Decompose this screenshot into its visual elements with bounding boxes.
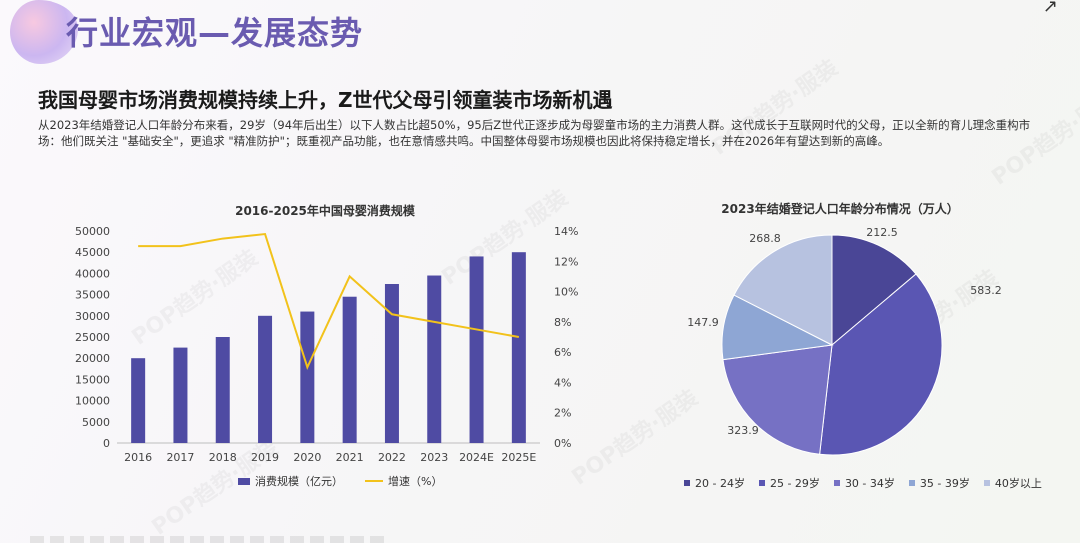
page-title: 行业宏观—发展态势 [66,14,364,52]
y-tick-label: 30000 [75,310,110,323]
y2-tick-label: 6% [554,346,571,359]
x-tick-label: 2025E [501,451,536,464]
footer-source-text [30,536,390,543]
y2-tick-label: 4% [554,376,571,389]
pie-legend-swatch [908,480,915,486]
pie-legend-label: 35 - 39岁 [919,477,970,490]
pie-legend-label: 40岁以上 [994,477,1042,490]
y2-tick-label: 0% [554,437,571,450]
bar [173,347,188,443]
y2-tick-label: 14% [554,225,578,238]
growth-rate-line [138,232,520,371]
pie-slice [733,234,833,346]
pie-legend-label: 25 - 29岁 [769,477,820,490]
pie-legend-item: 40岁以上 [983,475,1042,491]
pie-legend-label: 30 - 34岁 [844,477,895,490]
bar [342,296,357,443]
pie-value-label: 212.5 [866,226,898,239]
legend-label-bar: 消费规模（亿元） [255,475,343,488]
pie-chart-legend: 20 - 24岁 25 - 29岁 30 - 34岁 35 - 39岁 40岁以上 [684,475,1042,491]
pie-legend-item: 20 - 24岁 [684,475,745,491]
y-tick-label: 40000 [75,267,110,280]
legend-label-line: 增速（%） [388,475,443,488]
y2-tick-label: 2% [554,407,571,420]
pie-value-label: 147.9 [687,316,719,329]
x-tick-label: 2017 [166,451,194,464]
headline: 我国母婴市场消费规模持续上升，Z世代父母引领童装市场新机遇 [38,88,613,112]
pie-slice [722,344,833,455]
bar [384,284,399,443]
pie-legend-item: 25 - 29岁 [758,475,820,491]
y-tick-label: 20000 [75,352,110,365]
y-tick-label: 25000 [75,331,110,344]
bar [427,275,442,443]
x-tick-label: 2019 [251,451,279,464]
pie-slice [831,234,917,347]
bar [511,252,526,443]
pie-value-label: 268.8 [749,232,781,245]
y-tick-label: 50000 [75,225,110,238]
legend-item-bar: 消费规模（亿元） [238,473,343,489]
y-tick-label: 5000 [82,416,110,429]
legend-swatch-line [365,480,383,482]
bar [469,256,484,443]
pie-legend-label: 20 - 24岁 [695,477,745,490]
bar [300,311,315,443]
x-tick-label: 2021 [336,451,364,464]
y-tick-label: 35000 [75,289,110,302]
pie-legend-swatch [833,480,840,486]
pie-legend-swatch [758,480,765,486]
corner-arrow-icon: ↗ [1042,0,1058,17]
bar [215,337,230,443]
pie-legend-item: 30 - 34岁 [833,475,895,491]
legend-item-line: 增速（%） [365,473,442,489]
y-tick-label: 0 [103,437,110,450]
x-tick-label: 2023 [420,451,448,464]
pie-value-label: 583.2 [970,284,1002,297]
legend-swatch-bar [238,477,250,485]
x-tick-label: 2018 [209,451,237,464]
pie-legend-item: 35 - 39岁 [908,475,970,491]
bar-chart-title: 2016-2025年中国母婴消费规模 [235,204,415,218]
x-tick-label: 2024E [459,451,494,464]
x-tick-label: 2016 [124,451,152,464]
y-tick-label: 15000 [75,373,110,386]
pie-chart-title: 2023年结婚登记人口年龄分布情况（万人） [721,202,959,216]
y2-tick-label: 8% [554,316,571,329]
pie-slice [819,273,943,456]
decorative-blob [10,0,78,64]
pie-legend-swatch [684,480,690,486]
bar [258,315,273,443]
pie-legend-swatch [983,480,990,486]
pie-value-label: 323.9 [727,424,759,437]
intro-paragraph: 从2023年结婚登记人口年龄分布来看，29岁（94年后出生）以下人数占比超50%… [38,118,1031,148]
bar [131,358,146,443]
x-tick-label: 2020 [293,451,321,464]
y-tick-label: 10000 [75,395,110,408]
y2-tick-label: 10% [554,286,578,299]
bar-chart-legend: 消费规模（亿元） 增速（%） [238,473,442,489]
x-tick-label: 2022 [378,451,406,464]
y2-tick-label: 12% [554,255,578,268]
y-tick-label: 45000 [75,246,110,259]
